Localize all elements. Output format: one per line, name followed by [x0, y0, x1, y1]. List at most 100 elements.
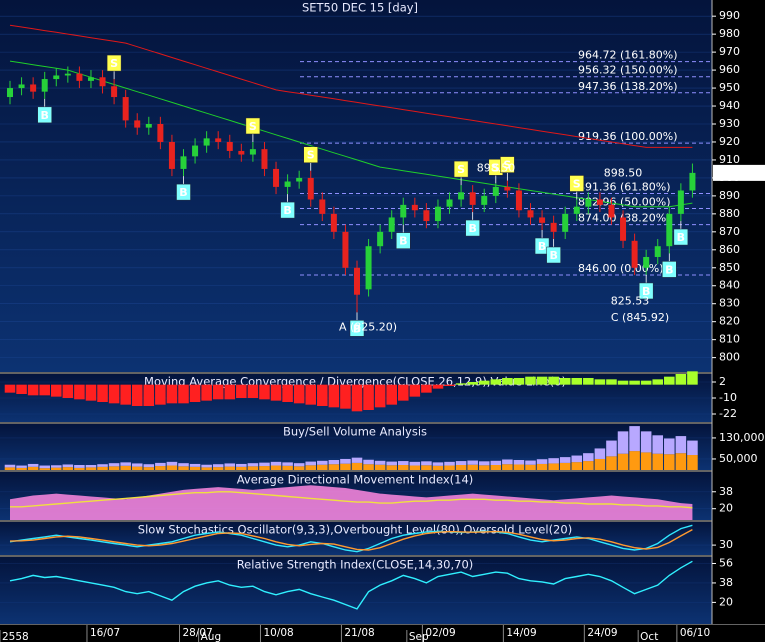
bar	[374, 460, 386, 465]
bar	[247, 466, 259, 470]
bar	[363, 459, 374, 465]
bar	[629, 451, 640, 470]
candle-body	[41, 79, 48, 92]
bar	[432, 384, 444, 389]
y-tick-label: 840	[719, 279, 740, 292]
candle-body	[145, 124, 152, 128]
bar	[16, 467, 27, 470]
y-tick-label: 130,000	[719, 431, 765, 444]
bar	[513, 378, 525, 385]
signal-label: B	[399, 235, 407, 248]
signal-box	[176, 183, 191, 201]
panel-background	[0, 557, 712, 624]
bar	[27, 384, 39, 396]
candle-body	[481, 195, 488, 205]
candle-body	[180, 156, 187, 169]
candle-body	[273, 168, 280, 187]
bar	[74, 384, 85, 400]
bar	[536, 459, 548, 464]
bar	[120, 462, 131, 466]
y-tick-label: 930	[719, 117, 740, 130]
candle-body	[458, 192, 465, 200]
bar	[397, 384, 409, 401]
bar	[640, 452, 652, 470]
candle-body	[226, 141, 233, 151]
bar	[120, 465, 131, 470]
y-tick-label: 860	[719, 243, 740, 256]
bar	[548, 376, 559, 385]
bar	[328, 384, 340, 408]
candle-body	[261, 149, 268, 169]
bar	[340, 458, 351, 464]
bar	[629, 380, 640, 385]
candle-body	[342, 231, 349, 268]
signal-box	[349, 320, 365, 337]
signal-label: S	[110, 57, 118, 70]
candle-body	[550, 222, 557, 232]
x-tick-label: 10/08	[263, 627, 293, 639]
bar	[293, 384, 305, 404]
bar	[143, 467, 155, 470]
indicator-line	[9, 560, 693, 610]
bar	[50, 384, 62, 397]
period-label: Oct	[640, 631, 658, 642]
bar	[317, 464, 328, 470]
candle-body	[504, 186, 511, 191]
fib-label: 882.96 (50.00%)	[578, 196, 671, 209]
bar	[39, 384, 50, 396]
bar	[340, 463, 351, 470]
signal-label: S	[503, 159, 511, 172]
bar	[664, 376, 675, 385]
bar	[617, 453, 629, 470]
bar	[629, 426, 640, 452]
signal-label: B	[41, 109, 49, 122]
candle-body	[168, 141, 175, 169]
bar	[490, 379, 502, 385]
bar	[652, 435, 664, 454]
signal-box	[546, 246, 561, 264]
candle-body	[76, 73, 83, 81]
candle-body	[53, 75, 60, 80]
bar	[594, 458, 606, 470]
signal-box	[465, 219, 480, 237]
candle-body	[527, 210, 534, 218]
y-tick-label: -22	[719, 407, 737, 420]
bar	[85, 465, 97, 468]
x-tick-label: 02/09	[425, 627, 455, 639]
annotation: A (825.20)	[339, 320, 397, 333]
moving-average	[9, 24, 693, 148]
bar	[363, 464, 374, 470]
signal-box	[280, 201, 295, 219]
moving-average	[9, 60, 693, 208]
bar	[39, 468, 50, 470]
bar	[74, 467, 85, 470]
bar	[652, 453, 664, 470]
candle-body	[365, 246, 372, 290]
bar	[386, 465, 397, 470]
y-tick-label: 800	[719, 351, 740, 364]
candle-body	[203, 138, 210, 146]
panel-title: Average Directional Movement Index(14)	[237, 473, 474, 487]
signal-box	[534, 237, 550, 255]
bar	[97, 464, 108, 467]
bar	[571, 378, 583, 385]
bar	[259, 462, 270, 467]
bar	[490, 460, 502, 466]
bar	[502, 464, 513, 470]
bar	[282, 384, 293, 402]
bar	[606, 456, 617, 470]
y-tick-label: 50,000	[719, 452, 758, 465]
annotation: 898.50	[604, 167, 643, 180]
bar	[548, 458, 559, 464]
bar	[351, 457, 363, 463]
fib-label: 964.72 (161.80%)	[578, 49, 678, 62]
bar	[155, 384, 166, 405]
bar	[351, 384, 363, 412]
bar	[351, 462, 363, 470]
bar	[155, 466, 166, 470]
bar	[178, 463, 189, 467]
signal-label: B	[353, 322, 361, 335]
y-tick-label: 850	[719, 261, 740, 274]
bar	[455, 465, 467, 470]
signal-label: S	[307, 149, 315, 162]
